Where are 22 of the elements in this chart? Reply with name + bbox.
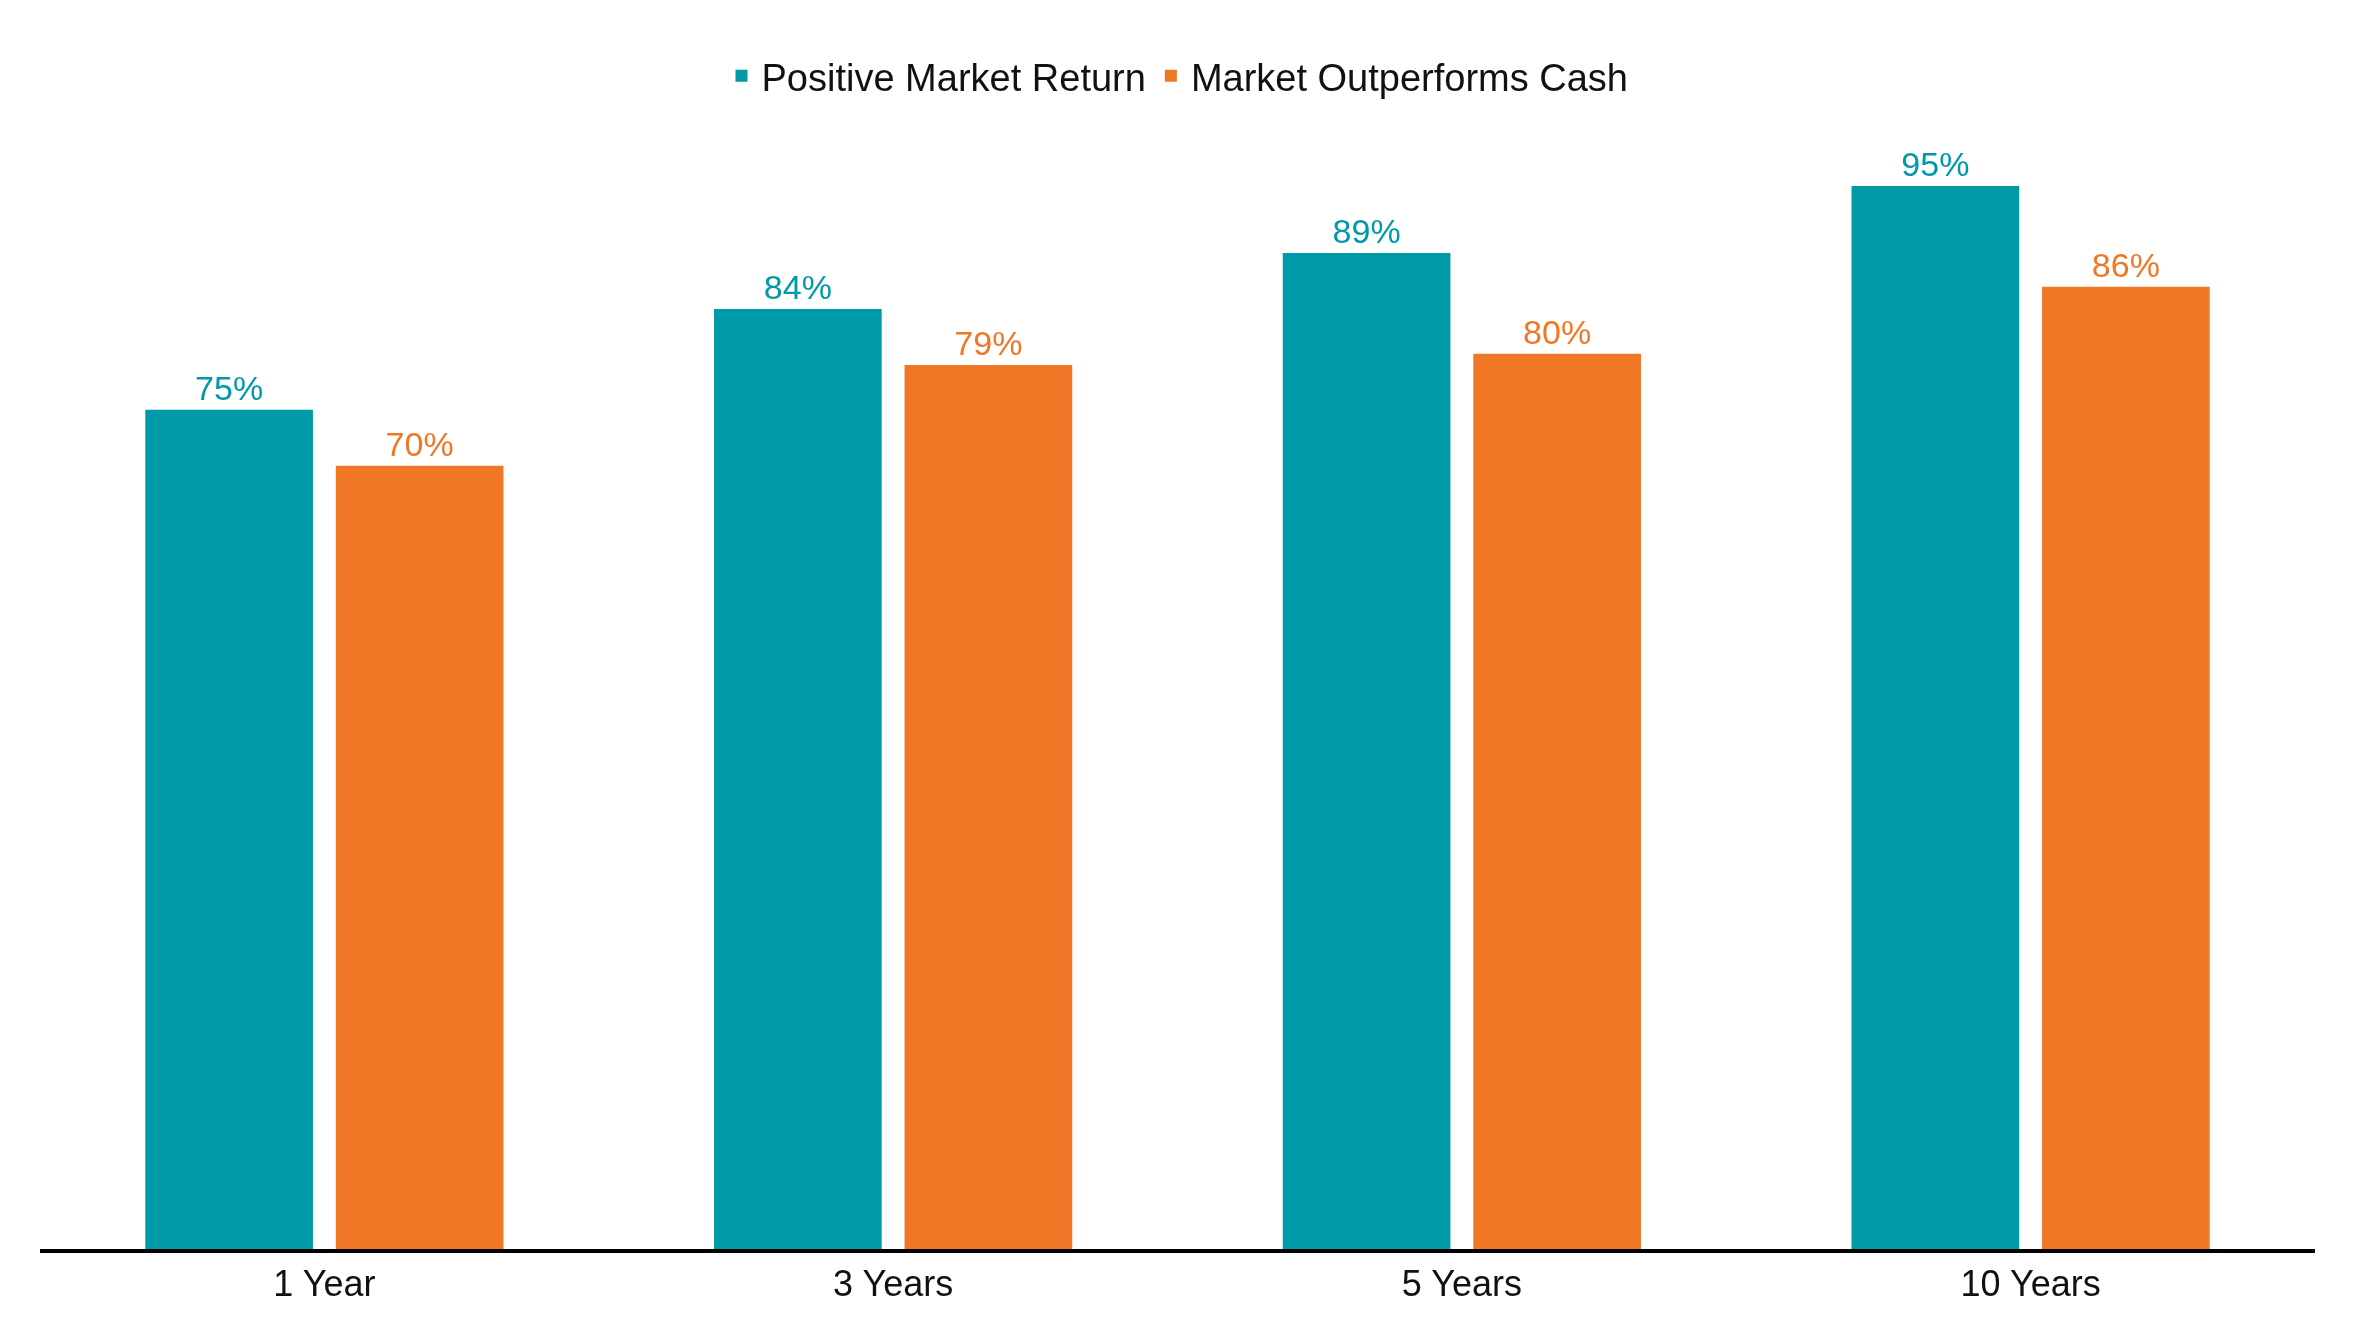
bar	[2042, 286, 2210, 1249]
x-tick-label: 5 Years	[1401, 1263, 1522, 1305]
x-tick-label: 1 Year	[273, 1263, 376, 1305]
x-tick-label: 3 Years	[833, 1263, 954, 1305]
data-label: 84%	[763, 268, 832, 307]
bar	[335, 465, 504, 1249]
bar	[1282, 253, 1451, 1249]
bar	[1473, 353, 1641, 1249]
bar	[1851, 185, 2020, 1249]
data-label: 89%	[1332, 212, 1401, 251]
data-label: 70%	[385, 424, 454, 463]
x-tick-label: 10 Years	[1960, 1263, 2101, 1305]
data-label: 75%	[195, 368, 264, 407]
data-label: 80%	[1523, 312, 1592, 351]
data-label: 79%	[954, 323, 1023, 362]
bar	[904, 364, 1073, 1249]
bar	[145, 409, 313, 1249]
legend-label: Positive Market Return	[761, 56, 1146, 99]
data-label: 86%	[2091, 245, 2160, 284]
data-label: 95%	[1901, 144, 1970, 183]
legend-label: Market Outperforms Cash	[1190, 56, 1629, 99]
bar	[714, 309, 882, 1249]
